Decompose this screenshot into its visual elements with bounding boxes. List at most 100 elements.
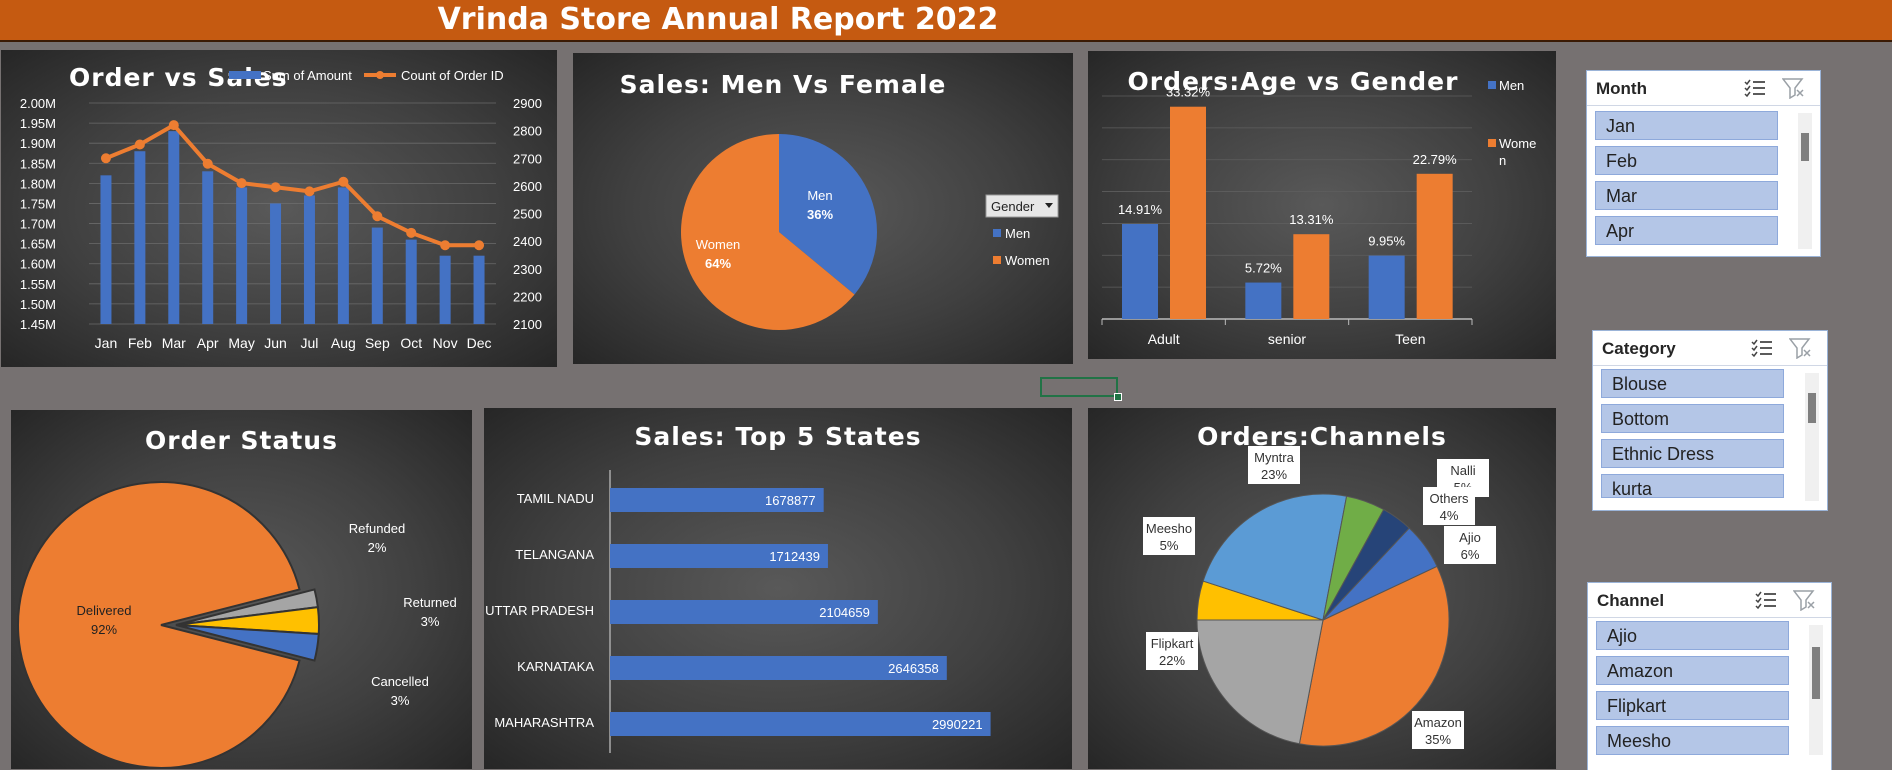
scrollbar-thumb[interactable] [1808, 393, 1816, 423]
scrollbar-thumb[interactable] [1801, 133, 1809, 161]
chart-title: Order Status [145, 426, 338, 455]
x-axis-label: Apr [197, 335, 219, 351]
x-axis-label: Dec [467, 335, 492, 351]
report-title: Vrinda Store Annual Report 2022 [437, 2, 999, 37]
slicer-item-ethnic-dress[interactable]: Ethnic Dress [1601, 439, 1784, 468]
legend-label: Men [1499, 78, 1524, 93]
slicer-scrollbar[interactable] [1809, 625, 1823, 755]
scrollbar-thumb[interactable] [1812, 647, 1820, 699]
category-slicer[interactable]: Category Blouse Bottom Ethnic Dress kurt… [1592, 330, 1828, 511]
line-point-feb [134, 139, 145, 150]
fill-handle[interactable] [1114, 393, 1122, 401]
channel-slicer[interactable]: Channel Ajio Amazon Flipkart Meesho [1587, 582, 1832, 770]
bar-oct [405, 239, 417, 324]
slicer-scrollbar[interactable] [1805, 373, 1819, 501]
month-slicer[interactable]: Month Jan Feb Mar Apr [1586, 70, 1821, 257]
clear-filter-icon[interactable] [1789, 337, 1813, 359]
line-point-aug [338, 176, 349, 187]
bar-sep [371, 227, 383, 324]
bar-telangana [610, 544, 828, 568]
slicer-item-feb[interactable]: Feb [1595, 146, 1778, 175]
slicer-item-bottom[interactable]: Bottom [1601, 404, 1784, 433]
legend-label: Women [1005, 253, 1050, 268]
right-axis-tick: 2300 [513, 262, 542, 277]
slicer-header: Category [1593, 331, 1827, 366]
multi-select-icon[interactable] [1754, 589, 1778, 611]
data-label-box [1143, 517, 1195, 555]
chart-title: Orders:Age vs Gender [1127, 67, 1459, 96]
data-label: 92% [91, 622, 117, 637]
selected-cell[interactable] [1040, 377, 1118, 397]
legend-label: Wome [1499, 136, 1536, 151]
clear-filter-icon[interactable] [1793, 589, 1817, 611]
right-axis-tick: 2800 [513, 124, 542, 139]
multi-select-icon[interactable] [1743, 77, 1767, 99]
sales-gender-chart[interactable]: Sales: Men Vs Female Men 36% Women 64% Gende… [573, 53, 1073, 364]
bar-dec [473, 255, 485, 324]
data-label-box [1248, 446, 1300, 484]
slicer-item-flipkart[interactable]: Flipkart [1596, 691, 1789, 720]
slicer-item-blouse[interactable]: Blouse [1601, 369, 1784, 398]
slicer-header: Channel [1588, 583, 1831, 618]
top-states-chart[interactable]: Sales: Top 5 States TAMIL NADU 1678877 TEL… [484, 408, 1072, 769]
data-label: 33.32% [1166, 85, 1211, 100]
bar-karnataka [610, 656, 947, 680]
legend-swatch-bar [229, 71, 261, 79]
legend-header: Gender [991, 199, 1035, 214]
legend-label: Count of Order ID [401, 68, 504, 83]
slicer-item-jan[interactable]: Jan [1595, 111, 1778, 140]
bar-mar [168, 131, 180, 324]
data-label-box [1444, 526, 1496, 564]
data-label: Ajio [1459, 530, 1481, 545]
slicer-item-amazon[interactable]: Amazon [1596, 656, 1789, 685]
y-axis-label: KARNATAKA [517, 659, 594, 674]
slicer-item-apr[interactable]: Apr [1595, 216, 1778, 245]
left-axis-tick: 1.95M [20, 116, 56, 131]
line-point-nov [440, 240, 451, 251]
order-vs-sales-chart[interactable]: Order vs Sales 2.00M 1.95M 1.90M 1.85M 1.80M… [1, 50, 557, 367]
slicer-title: Channel [1597, 591, 1665, 610]
x-axis-label: Feb [128, 335, 152, 351]
dropdown-arrow-icon [1045, 203, 1053, 208]
line-point-dec [474, 240, 485, 251]
data-label: Nalli [1450, 463, 1475, 478]
x-axis-label: Teen [1395, 331, 1425, 347]
channels-chart[interactable]: Orders:Channels Amazon 35% Flipkart 22% Mees… [1088, 408, 1556, 769]
left-axis-tick: 1.80M [20, 176, 56, 191]
data-label: 35% [1425, 732, 1451, 747]
data-label: 1678877 [765, 493, 816, 508]
report-banner: Vrinda Store Annual Report 2022 [0, 0, 1892, 42]
multi-select-icon[interactable] [1750, 337, 1774, 359]
slicer-item-mar[interactable]: Mar [1595, 181, 1778, 210]
x-axis-label: Oct [400, 335, 422, 351]
left-axis-tick: 1.60M [20, 257, 56, 272]
pie-slice-ajio [1322, 527, 1438, 621]
slicer-item-meesho[interactable]: Meesho [1596, 726, 1789, 755]
data-label: Men [807, 188, 832, 203]
data-label: 6% [1461, 547, 1480, 562]
bar-men-adult [1122, 224, 1158, 319]
order-status-chart[interactable]: Order Status Delivered 92% Refunded 2% Retur… [11, 410, 472, 769]
slicer-item-ajio[interactable]: Ajio [1596, 621, 1789, 650]
right-axis-tick: 2900 [513, 96, 542, 111]
legend-swatch-marker [376, 71, 384, 79]
order-status-plot: Delivered 92% Refunded 2% Returned 3% Cancelle… [17, 481, 457, 769]
y-axis-label: TELANGANA [515, 547, 594, 562]
pie-slice-flipkart [1196, 619, 1324, 745]
data-label: Refunded [349, 521, 405, 536]
x-axis-label: May [228, 335, 254, 351]
slicer-title: Month [1596, 79, 1647, 98]
clear-filter-icon[interactable] [1782, 77, 1806, 99]
line-point-mar [168, 120, 179, 131]
data-label-box [1423, 487, 1475, 525]
right-axis-tick: 2700 [513, 151, 542, 166]
data-label: Women [696, 237, 741, 252]
slicer-item-kurta[interactable]: kurta [1601, 474, 1784, 499]
data-label: 1712439 [769, 549, 820, 564]
data-label: 5.72% [1245, 261, 1282, 276]
bar-jan [100, 175, 112, 324]
slicer-scrollbar[interactable] [1798, 113, 1812, 249]
age-gender-chart[interactable]: Orders:Age vs Gender 14.91% 33.32% Adult 5.… [1088, 51, 1556, 359]
left-axis-tick: 1.45M [20, 317, 56, 332]
bar-feb [134, 151, 146, 324]
